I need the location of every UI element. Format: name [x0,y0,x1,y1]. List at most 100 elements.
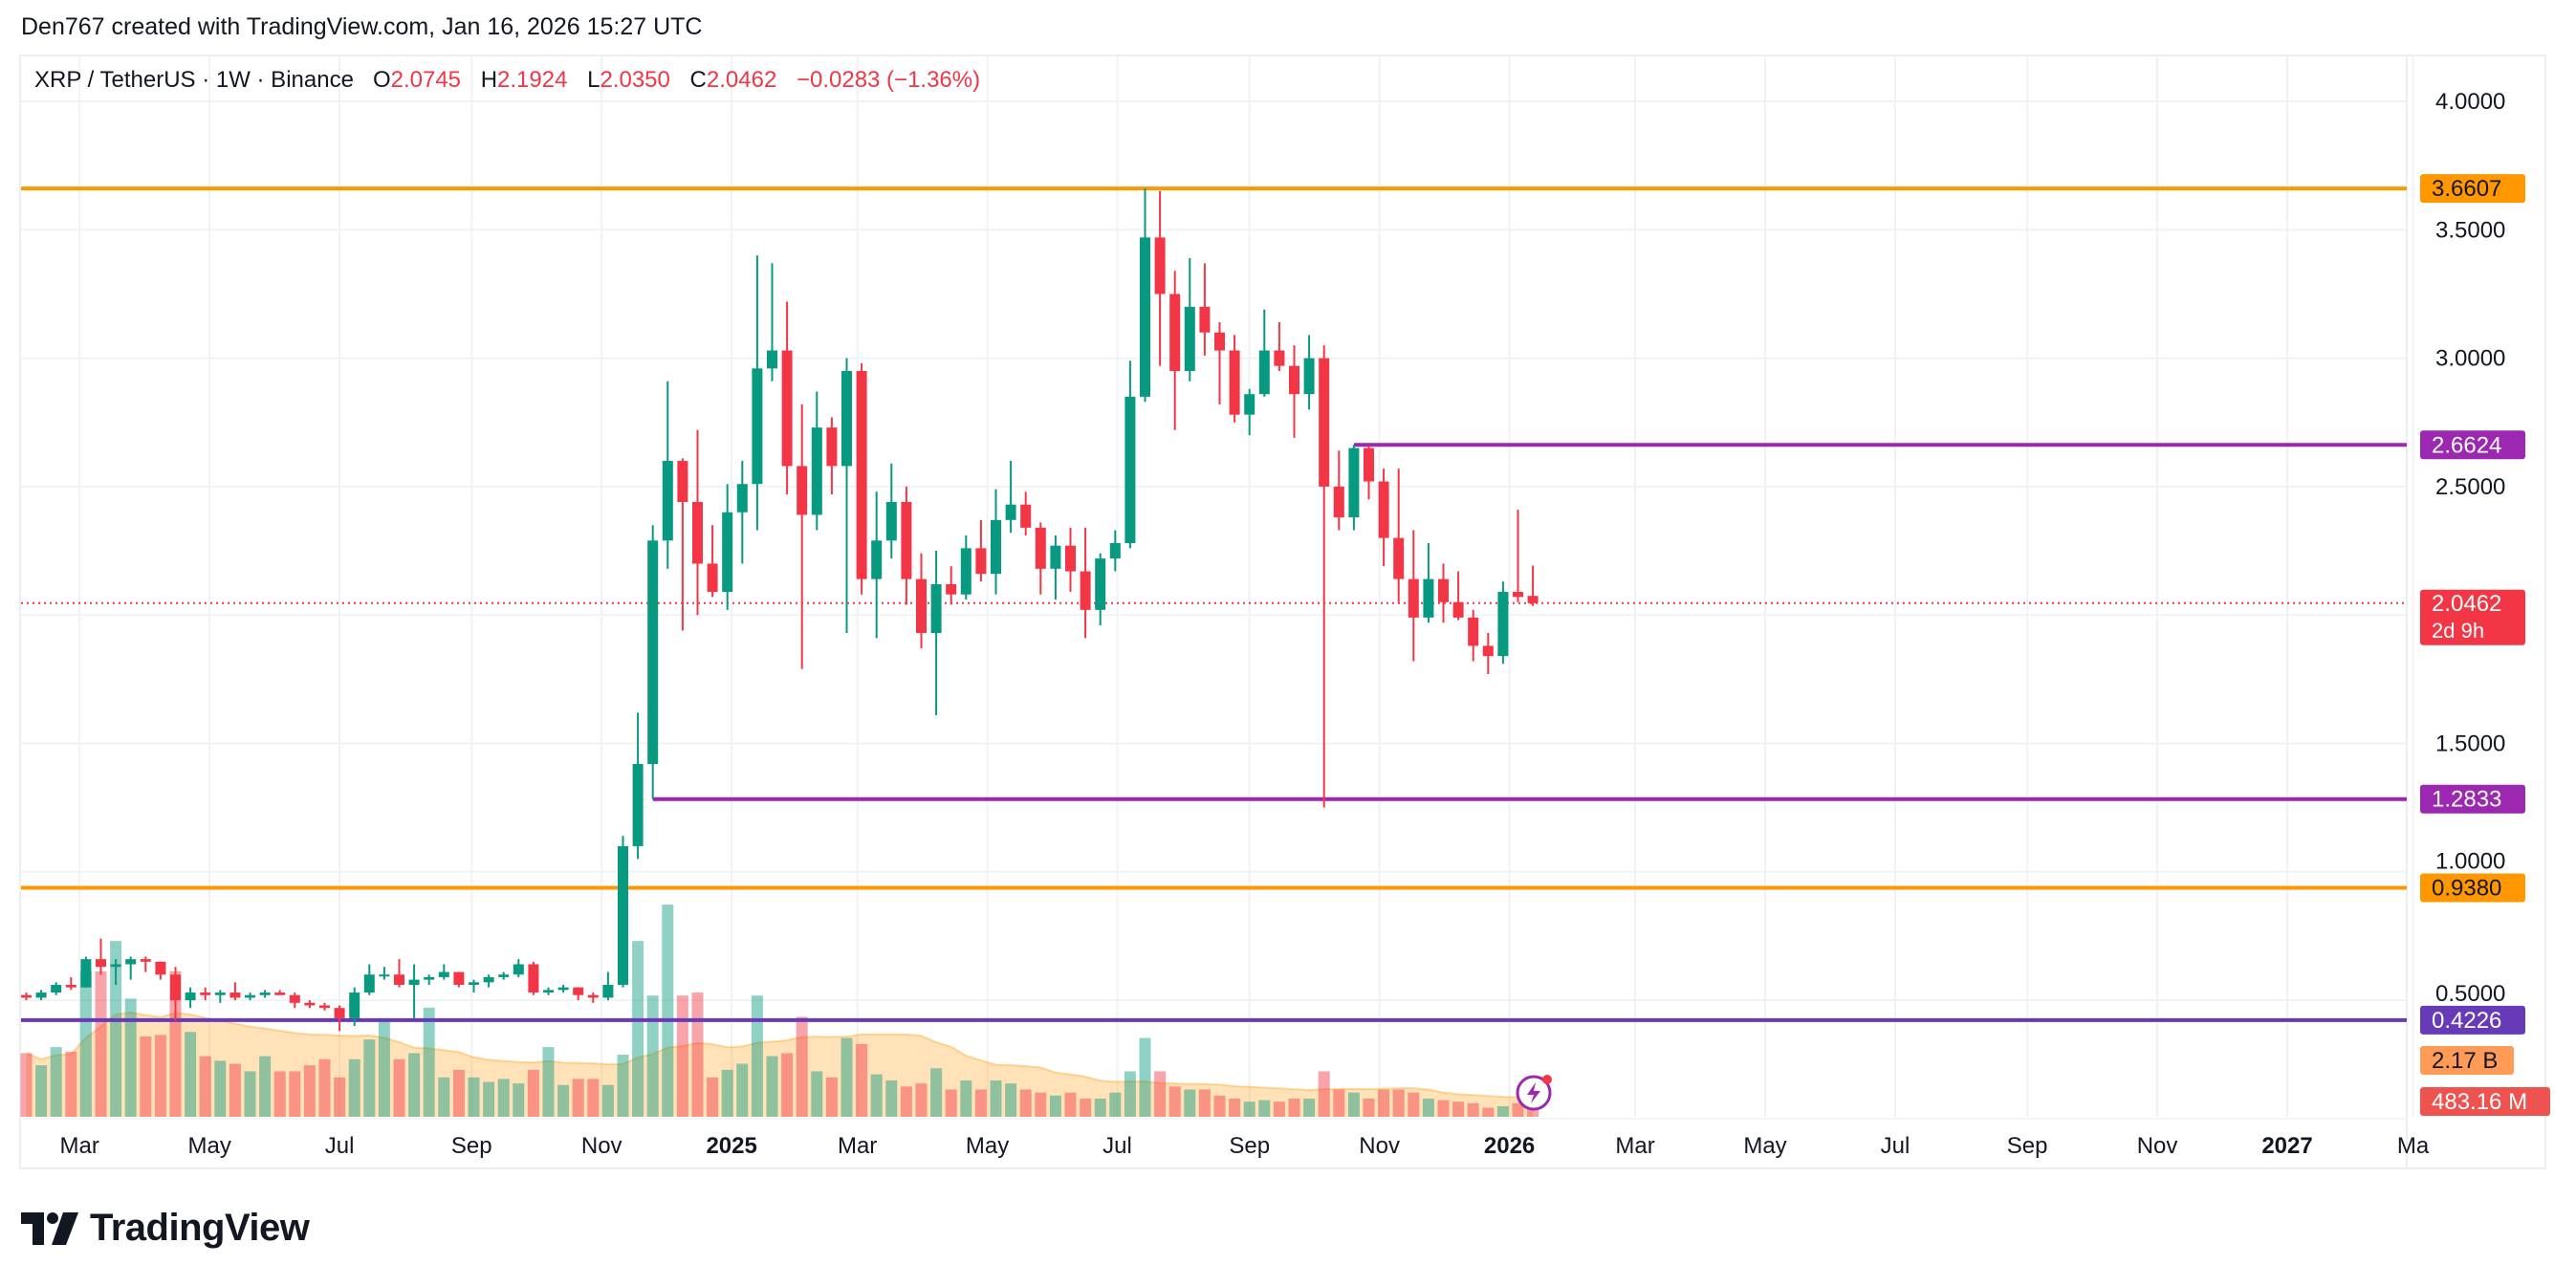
volume-bar [766,1056,778,1117]
volume-bar [318,1058,331,1117]
price-tick-label: 4.0000 [2435,89,2505,115]
volume-bar [915,1083,928,1117]
volume-bar [1154,1071,1167,1117]
candle [185,993,196,1001]
volume-bar [1184,1089,1196,1117]
volume-bar [707,1077,719,1117]
legend-low-label: L [587,67,600,93]
candle [170,974,181,1001]
legend-high-label: H [480,67,498,93]
candle [573,987,584,995]
volume-bar [1318,1071,1330,1117]
candle [1005,504,1016,520]
candle [289,994,300,1003]
candle [1393,537,1405,579]
volume-bar [1168,1086,1181,1117]
candle [80,959,92,988]
volume-bar [721,1069,733,1117]
candle [1229,350,1240,415]
volume-bar [960,1080,972,1117]
tradingview-brand[interactable]: TradingView [90,1207,310,1249]
bar-countdown: 2d 9h [2432,619,2484,643]
candle [1303,358,1315,395]
candle [453,971,465,985]
candle [1468,617,1479,646]
candle [736,484,748,513]
candle [245,994,255,998]
volume-bar [124,998,137,1117]
volume-bar [483,1081,495,1117]
candle [930,583,942,634]
legend-close: 2.0462 [706,67,777,93]
candle [1080,571,1091,610]
candle [1333,486,1344,518]
candle [1095,558,1106,610]
volume-bar [35,1065,48,1117]
candle [543,990,554,993]
time-tick-label: Nov [2137,1133,2178,1159]
volume-bar [1422,1098,1434,1117]
candle [1258,350,1270,395]
time-tick-label: Sep [2007,1133,2048,1159]
candle [408,979,420,985]
legend-change: −0.0283 (−1.36%) [796,67,981,93]
time-tick-label: Nov [581,1133,622,1159]
volume-bar [468,1077,480,1117]
candle [35,993,47,998]
candle [51,984,62,993]
volume-bar [557,1084,570,1117]
volume-last-label-box [2420,1087,2550,1116]
candle [140,959,151,962]
candle [1184,306,1195,372]
candle [498,974,510,977]
volume-ma-label-box [2420,1046,2514,1075]
volume-bar [154,1035,166,1117]
volume-bar [1124,1071,1136,1117]
volume-bar [1198,1089,1211,1117]
candle [1378,481,1389,538]
legend-symbol[interactable]: XRP / TetherUS · 1W · Binance [34,67,354,93]
candle [1020,504,1032,528]
candle [379,974,390,977]
candle [991,519,1001,575]
volume-bar [572,1079,584,1117]
time-tick-label: 2025 [706,1133,756,1159]
volume-bar [1467,1102,1479,1117]
candle [692,502,703,564]
candle [975,548,987,575]
time-tick-label: May [187,1133,230,1159]
volume-bar [1378,1089,1390,1117]
volume-bar [1452,1102,1465,1117]
level-price-label-box [2420,873,2525,903]
volume-bar [840,1037,853,1117]
volume-bar [1064,1092,1077,1117]
volume-bar [229,1063,241,1117]
candle [528,964,539,993]
volume-bar [811,1071,823,1117]
volume-bar [900,1086,912,1117]
volume-bar [378,1017,390,1117]
time-tick-label: Jul [1881,1133,1910,1159]
volume-bar [945,1089,957,1117]
candle [1497,592,1509,657]
volume-bar [632,941,644,1117]
time-tick-label: 2027 [2261,1133,2312,1159]
volume-bar [1094,1098,1106,1117]
candle [394,974,404,985]
candle [1482,645,1494,657]
volume-ma-line [26,1011,1534,1099]
candle [214,993,226,995]
legend-high: 2.1924 [497,67,568,93]
volume-bar [273,1071,286,1117]
candle [21,994,32,998]
candle [587,994,599,998]
candle [1244,394,1255,415]
notification-dot-icon [1542,1075,1552,1084]
candle [96,959,106,968]
footer: TradingView [21,1207,310,1250]
volume-bar [1347,1092,1360,1117]
candle [797,466,808,515]
candle [1364,447,1374,482]
candle [1423,578,1434,618]
